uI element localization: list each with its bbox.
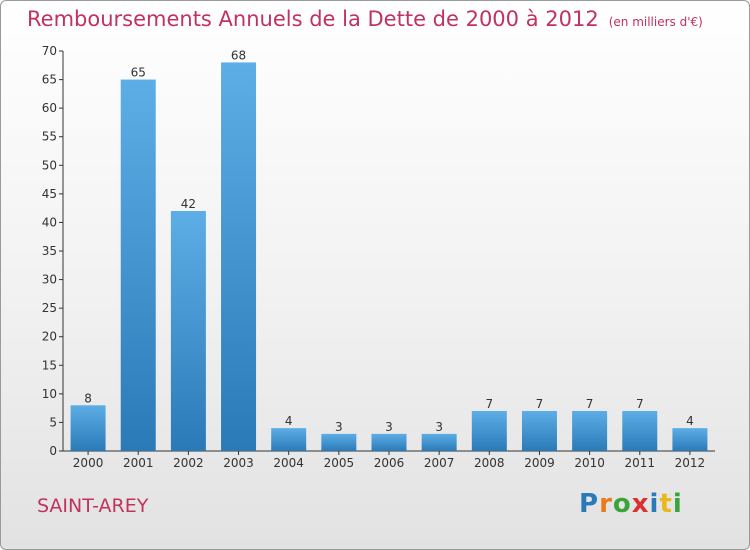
bar-2008 [471,411,507,451]
bar-2002 [170,211,206,451]
data-label-2009: 7 [536,397,544,411]
x-tick-label-2002: 2002 [173,456,204,470]
data-label-2005: 3 [335,420,343,434]
y-tick-label: 55 [42,130,57,144]
commune-name: SAINT-AREY [37,495,149,517]
y-tick-label: 45 [42,187,57,201]
y-axis: 0 5 10 15 20 25 30 35 40 45 50 55 60 65 70 [42,44,64,458]
bar-2009 [521,411,557,451]
data-labels: 8 65 42 68 4 3 3 3 7 7 7 7 4 [84,48,693,433]
chart-title-text: Remboursements Annuels de la Dette de 20… [27,7,599,31]
x-tick-label-2009: 2009 [524,456,555,470]
data-label-2008: 7 [485,397,493,411]
data-label-2003: 68 [231,48,246,62]
y-tick-label: 65 [42,73,57,87]
y-tick-label: 40 [42,215,57,229]
x-tick-label-2000: 2000 [73,456,104,470]
proxiti-logo[interactable]: Proxiti [579,489,683,519]
data-label-2007: 3 [435,420,443,434]
bar-2006 [371,433,407,451]
x-tick-label-2005: 2005 [324,456,355,470]
x-tick-label-2008: 2008 [474,456,505,470]
y-tick-label: 25 [42,301,57,315]
y-tick-label: 70 [42,44,57,58]
data-label-2000: 8 [84,391,92,405]
y-tick-label: 0 [49,444,57,458]
x-tick-label-2006: 2006 [374,456,405,470]
bars [70,62,708,452]
bar-2001 [120,79,156,452]
bar-2010 [572,411,608,451]
y-tick-label: 30 [42,273,57,287]
x-axis: 2000 2001 2002 2003 2004 2005 2006 2007 2008 2009… [63,450,715,470]
bar-2000 [70,405,106,451]
data-label-2012: 4 [686,414,694,428]
y-tick-label: 50 [42,158,57,172]
x-tick-label-2007: 2007 [424,456,455,470]
y-tick-label: 35 [42,244,57,258]
data-label-2006: 3 [385,420,393,434]
data-label-2004: 4 [285,414,293,428]
x-tick-label-2010: 2010 [574,456,605,470]
bar-2004 [271,428,307,451]
data-label-2001: 65 [131,66,146,80]
y-tick-label: 5 [49,415,57,429]
x-tick-label-2012: 2012 [675,456,706,470]
x-tick-label-2011: 2011 [624,456,655,470]
bar-2003 [221,62,257,452]
data-label-2011: 7 [636,397,644,411]
data-label-2002: 42 [181,197,196,211]
y-tick-label: 15 [42,358,57,372]
bar-2007 [421,433,457,451]
bar-2012 [672,428,708,451]
data-label-2010: 7 [586,397,594,411]
x-tick-label-2003: 2003 [223,456,254,470]
x-tick-label-2004: 2004 [273,456,304,470]
bar-2011 [622,411,658,451]
y-tick-label: 20 [42,330,57,344]
chart-unit: (en milliers d'€) [608,15,703,29]
y-tick-label: 10 [42,387,57,401]
bar-2005 [321,433,357,451]
x-tick-label-2001: 2001 [123,456,154,470]
chart-title: Remboursements Annuels de la Dette de 20… [27,7,703,31]
y-tick-label: 60 [42,101,57,115]
